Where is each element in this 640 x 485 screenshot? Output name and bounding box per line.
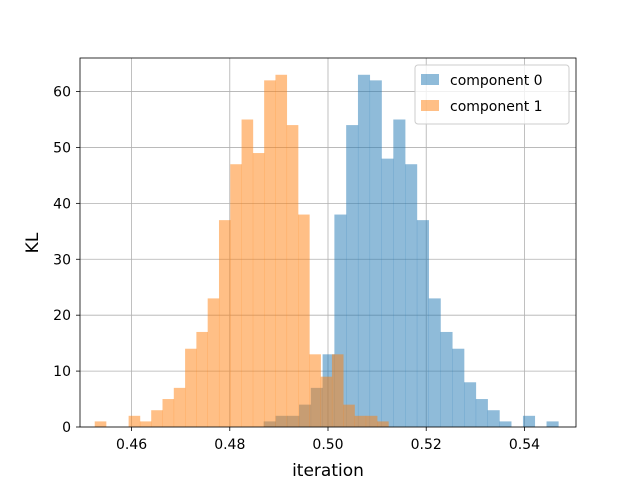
axis-ticks: 0.46 0.48 0.50 0.52 0.54 0 10 20 30 40 50 60 bbox=[53, 85, 540, 453]
histogram-bar bbox=[230, 164, 242, 427]
y-tick-label: 40 bbox=[53, 196, 71, 212]
histogram-bar bbox=[393, 119, 406, 427]
histogram-bar bbox=[377, 421, 389, 427]
legend-box bbox=[414, 64, 570, 125]
histogram-bar bbox=[487, 410, 500, 427]
x-tick-label: 0.46 bbox=[116, 437, 147, 453]
histogram-bar bbox=[499, 421, 512, 427]
histogram-bar bbox=[365, 415, 378, 427]
histogram-bar bbox=[139, 421, 152, 427]
histogram-bar bbox=[381, 158, 394, 428]
y-tick-label: 30 bbox=[53, 252, 71, 268]
histogram-bar bbox=[264, 80, 276, 427]
histogram-bar bbox=[464, 382, 477, 427]
histogram-bar bbox=[357, 74, 371, 427]
histogram-bar bbox=[320, 376, 333, 427]
histogram-bar bbox=[546, 421, 559, 427]
legend-swatch bbox=[421, 74, 439, 85]
histogram-bar bbox=[173, 387, 186, 427]
histogram-bar bbox=[405, 164, 418, 427]
legend-swatch bbox=[421, 100, 439, 111]
x-tick-label: 0.54 bbox=[509, 437, 540, 453]
y-tick-label: 60 bbox=[53, 85, 71, 101]
histogram-bar bbox=[346, 125, 359, 427]
y-tick-label: 20 bbox=[53, 308, 71, 324]
x-tick-label: 0.52 bbox=[411, 437, 442, 453]
histogram-bar bbox=[475, 399, 488, 427]
histogram-bar bbox=[151, 410, 163, 427]
histogram-bar bbox=[94, 421, 107, 427]
histogram-bar bbox=[452, 348, 465, 427]
legend: component 0 component 1 bbox=[414, 64, 570, 125]
histogram-bar bbox=[440, 331, 453, 427]
legend-label: component 1 bbox=[450, 99, 543, 115]
x-tick-label: 0.48 bbox=[214, 437, 245, 453]
histogram-bar bbox=[275, 74, 288, 427]
histogram-bar bbox=[331, 354, 344, 427]
histogram-bar bbox=[196, 331, 208, 427]
legend-label: component 0 bbox=[450, 73, 543, 89]
histogram-bar bbox=[252, 153, 265, 427]
histogram-bar bbox=[309, 354, 321, 427]
histogram-bar bbox=[298, 214, 310, 427]
histogram-bar bbox=[354, 415, 367, 427]
histogram-bar bbox=[218, 220, 231, 427]
histogram-bar bbox=[343, 404, 355, 427]
histogram-bar bbox=[241, 119, 254, 427]
histogram-bar bbox=[286, 125, 299, 427]
histogram-bar bbox=[128, 415, 141, 427]
y-axis-title: KL bbox=[23, 232, 43, 253]
y-tick-label: 50 bbox=[53, 140, 71, 156]
series-0-bars bbox=[263, 74, 559, 428]
x-axis-title: iteration bbox=[292, 461, 364, 480]
series-1-bars bbox=[94, 74, 389, 427]
histogram-bar bbox=[369, 80, 382, 427]
histogram-bar bbox=[162, 399, 175, 427]
y-tick-label: 0 bbox=[62, 420, 71, 436]
histogram-bar bbox=[428, 298, 441, 427]
histogram-bar bbox=[207, 298, 220, 427]
histogram-bars bbox=[94, 74, 559, 428]
histogram-bar bbox=[522, 415, 536, 427]
x-tick-label: 0.50 bbox=[312, 437, 343, 453]
y-tick-label: 10 bbox=[53, 364, 71, 380]
histogram-bar bbox=[416, 220, 429, 427]
histogram-bar bbox=[185, 348, 197, 427]
